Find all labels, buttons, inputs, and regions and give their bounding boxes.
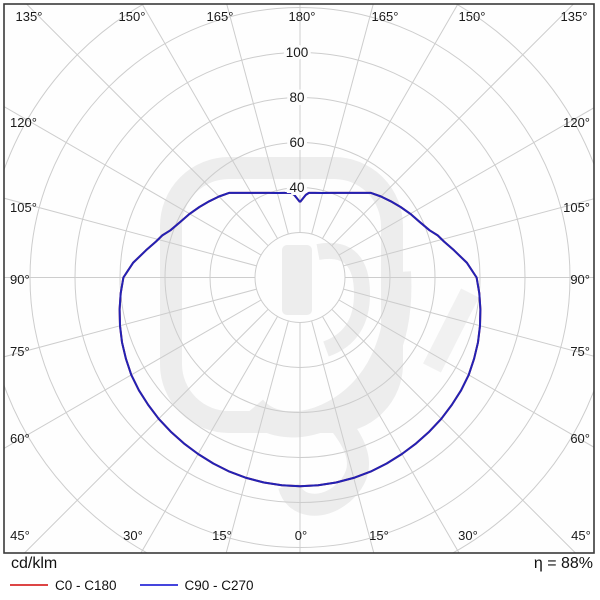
angle-label-right: 60° <box>570 431 590 446</box>
grid-spoke <box>343 198 594 267</box>
legend-swatch-c90-c270 <box>139 584 178 586</box>
angle-label-bottom: 45° <box>571 528 591 543</box>
angle-label-bottom: 15° <box>369 528 389 543</box>
angle-label-bottom: 30° <box>123 528 143 543</box>
radial-tick-label: 80 <box>289 90 304 105</box>
watermark-bar <box>282 245 312 315</box>
grid-spoke <box>343 288 594 357</box>
grid-spoke <box>322 4 459 239</box>
efficiency-value: η = 88% <box>533 555 593 572</box>
grid-spoke <box>141 4 278 239</box>
legend-label-c0-c180: C0 - C180 <box>55 577 117 593</box>
angle-label-top: 165° <box>207 9 234 24</box>
angle-label-right: 90° <box>570 272 590 287</box>
grid-spoke <box>4 299 262 449</box>
legend-label-c90-c270: C90 - C270 <box>184 577 254 593</box>
grid-spoke <box>331 4 575 247</box>
angle-label-top: 135° <box>16 9 43 24</box>
angle-label-top: 165° <box>372 9 399 24</box>
angle-label-left: 120° <box>10 115 37 130</box>
grid-spoke <box>331 308 577 553</box>
grid-spoke <box>226 4 289 235</box>
angle-label-top: 180° <box>289 9 316 24</box>
unit-label: cd/klm <box>11 555 58 572</box>
grid-spoke <box>338 107 594 256</box>
radial-tick-label: 40 <box>289 180 304 195</box>
angle-label-bottom: 0° <box>295 528 307 543</box>
grid-spoke <box>338 299 594 448</box>
radial-tick-label: 60 <box>289 135 304 150</box>
angle-label-top: 135° <box>561 9 588 24</box>
angle-label-right: 105° <box>563 200 590 215</box>
grid-spoke <box>311 4 374 235</box>
grid-spoke <box>311 320 375 553</box>
chart-border <box>3 3 595 554</box>
angle-label-left: 105° <box>10 200 37 215</box>
grid-spoke <box>4 106 262 256</box>
angle-label-bottom: 15° <box>212 528 232 543</box>
grid-spoke <box>25 4 269 247</box>
legend: C0 - C180 C90 - C270 <box>10 577 254 593</box>
grid-spoke <box>4 288 257 358</box>
angle-label-top: 150° <box>459 9 486 24</box>
grid-spoke <box>23 308 269 553</box>
angle-label-left: 75° <box>10 344 30 359</box>
angle-label-left: 60° <box>10 431 30 446</box>
angle-label-bottom: 45° <box>10 528 30 543</box>
grid-spoke <box>322 316 460 553</box>
angle-label-bottom: 30° <box>458 528 478 543</box>
angle-label-right: 75° <box>570 344 590 359</box>
grid-spoke <box>4 197 257 267</box>
radial-tick-label: 100 <box>286 45 309 60</box>
angle-label-top: 150° <box>119 9 146 24</box>
angle-label-right: 120° <box>563 115 590 130</box>
grid-spoke <box>225 320 289 553</box>
watermark-diagonal <box>423 288 479 373</box>
legend-swatch-c0-c180 <box>10 584 48 586</box>
angle-label-left: 90° <box>10 272 30 287</box>
grid-spoke <box>140 316 278 553</box>
c90-c270-curve <box>118 191 482 488</box>
